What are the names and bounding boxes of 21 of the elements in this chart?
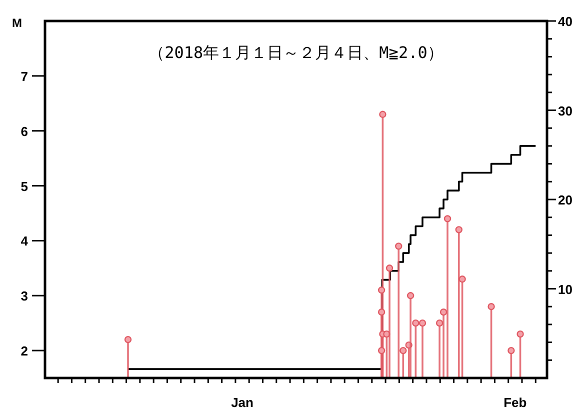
point bbox=[400, 346, 407, 354]
point bbox=[378, 308, 386, 316]
point bbox=[395, 242, 402, 250]
title: （2018年１月１日～２月４日、M≧2.0） bbox=[148, 43, 444, 62]
point bbox=[508, 346, 515, 354]
point bbox=[386, 264, 394, 272]
point bbox=[412, 319, 420, 327]
point bbox=[379, 110, 386, 118]
point bbox=[488, 303, 495, 310]
point bbox=[444, 215, 452, 222]
point bbox=[458, 276, 466, 283]
point bbox=[124, 336, 132, 344]
point bbox=[418, 319, 426, 327]
point bbox=[406, 292, 414, 300]
point bbox=[378, 346, 386, 354]
ylabel: M bbox=[12, 16, 22, 30]
point bbox=[436, 319, 444, 327]
point bbox=[516, 330, 524, 338]
point bbox=[440, 308, 448, 316]
point bbox=[455, 226, 462, 234]
point bbox=[378, 286, 386, 294]
